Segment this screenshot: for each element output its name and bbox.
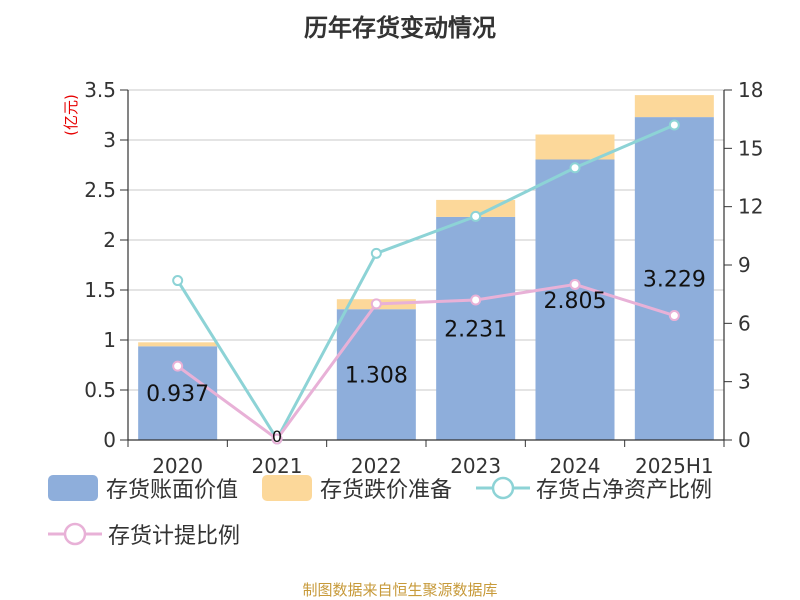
y-left-tick-label: 0 <box>103 428 116 452</box>
bar-labels: 0.937 0 1.308 2.231 2.805 3.229 <box>146 268 706 446</box>
legend-label-net-asset-ratio: 存货占净资产比例 <box>536 478 713 503</box>
chart-title: 历年存货变动情况 <box>304 14 496 42</box>
legend-line-net-asset-ratio <box>476 476 531 500</box>
y-left-tick-label: 1 <box>103 328 116 352</box>
y-left-tick-label: 2.5 <box>84 178 116 202</box>
point-net-asset-ratio <box>172 275 184 287</box>
bar-value-label: 0.937 <box>146 382 209 407</box>
y-left-tick-label: 3 <box>103 128 116 152</box>
point-provision-ratio <box>470 294 482 306</box>
point-provision-ratio <box>370 298 382 310</box>
y-left-tick-label: 2 <box>103 228 116 252</box>
legend-item-provision-ratio[interactable]: 存货计提比例 <box>48 516 240 552</box>
bar-impairment <box>436 199 516 217</box>
bar-book-value <box>436 216 516 440</box>
point-net-asset-ratio <box>470 210 482 222</box>
bar-book-value <box>634 117 714 440</box>
axes: 0 0.5 1 1.5 2 2.5 3 3.5 0 3 6 9 12 15 18 2020 2021 2022 20… <box>84 78 763 478</box>
legend-swatch-impairment <box>262 475 313 501</box>
bar-value-label: 0 <box>272 427 282 446</box>
y-right-tick-label: 6 <box>738 311 751 335</box>
line-provision-ratio <box>176 282 675 441</box>
legend-item-impairment[interactable]: 存货跌价准备 <box>262 470 452 506</box>
point-net-asset-ratio <box>370 247 382 259</box>
y-left-tick-label: 3.5 <box>84 78 116 102</box>
bar-value-label: 2.805 <box>544 289 607 314</box>
x-tick-label: 2024 <box>550 454 601 478</box>
x-tick-label: 2022 <box>351 454 402 478</box>
point-provision-ratio <box>668 310 680 322</box>
legend-item-net-asset-ratio[interactable]: 存货占净资产比例 <box>476 470 712 506</box>
y-right-tick-label: 0 <box>738 428 751 452</box>
legend-label-book-value: 存货账面价值 <box>106 478 239 503</box>
legend: 存货账面价值 存货跌价准备 存货占净资产比例 存货计提比例 <box>48 470 788 562</box>
line-net-asset-ratio <box>176 123 675 441</box>
point-provision-ratio <box>569 278 581 290</box>
y-left-tick-label: 0.5 <box>84 378 116 402</box>
bar-impairment <box>634 95 714 118</box>
source-note: 制图数据来自恒生聚源数据库 <box>302 581 498 599</box>
legend-swatch-book-value <box>48 475 98 501</box>
y-right-tick-label: 12 <box>738 195 763 219</box>
legend-item-book-value[interactable]: 存货账面价值 <box>48 470 238 506</box>
y-right-tick-label: 9 <box>738 253 751 277</box>
y-left-tick-label: 1.5 <box>84 278 116 302</box>
bars-layer <box>138 95 714 440</box>
point-net-asset-ratio <box>668 119 680 131</box>
point-provision-ratio <box>172 360 184 372</box>
bar-value-label: 2.231 <box>444 317 507 342</box>
point-provision-ratio <box>271 433 283 445</box>
y-right-tick-label: 18 <box>738 78 763 102</box>
lines-layer <box>172 119 680 445</box>
x-tick-label: 2025H1 <box>635 454 714 478</box>
legend-line-provision-ratio <box>48 522 102 546</box>
legend-label-impairment: 存货跌价准备 <box>320 478 453 503</box>
x-tick-label: 2020 <box>152 454 203 478</box>
y-axis-unit: (亿元) <box>62 94 80 136</box>
legend-label-provision-ratio: 存货计提比例 <box>108 524 241 549</box>
bar-book-value <box>535 159 615 440</box>
point-net-asset-ratio <box>569 162 581 174</box>
bar-impairment <box>138 342 218 347</box>
x-tick-label: 2021 <box>252 454 303 478</box>
y-right-tick-label: 15 <box>738 136 763 160</box>
bar-value-label: 1.308 <box>345 364 408 389</box>
bar-value-label: 3.229 <box>643 268 706 293</box>
x-tick-label: 2023 <box>450 454 501 478</box>
bar-book-value <box>336 309 416 440</box>
y-right-tick-label: 3 <box>738 370 751 394</box>
